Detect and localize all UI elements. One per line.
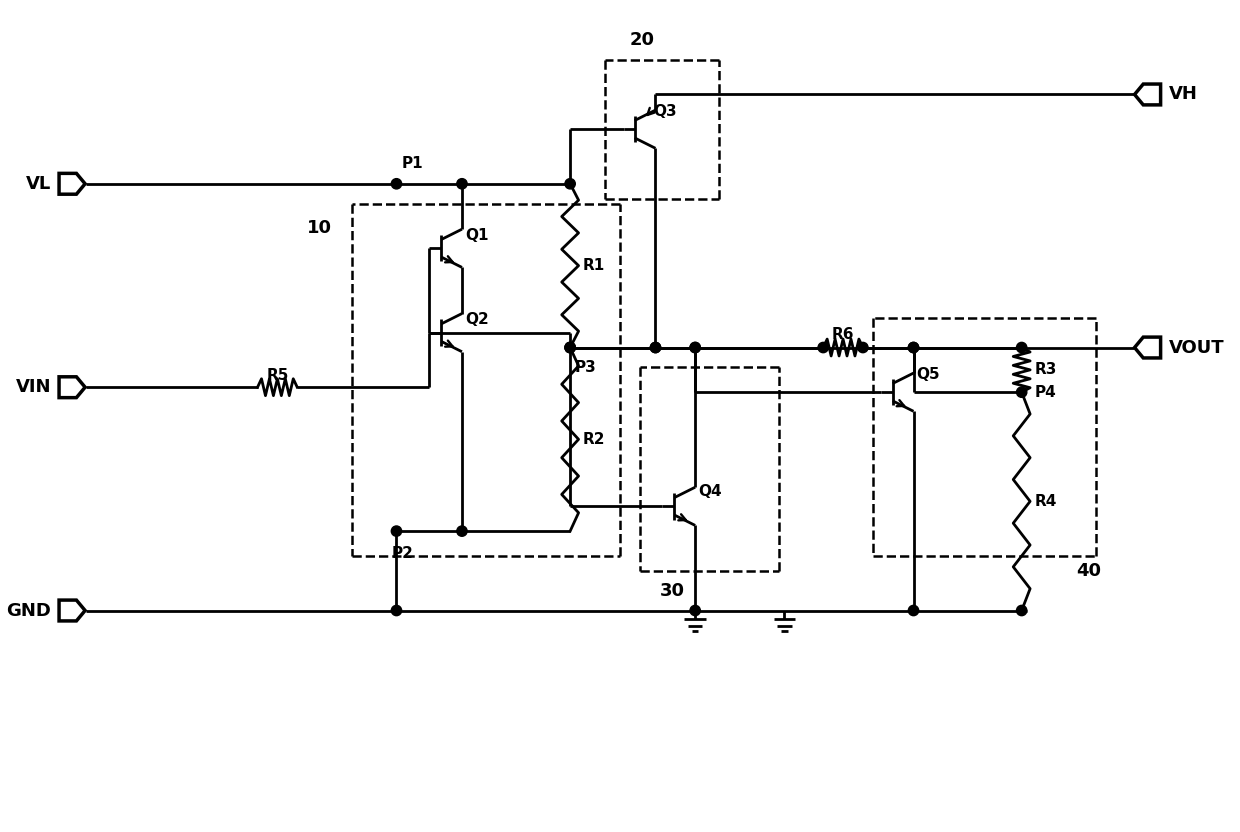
Circle shape <box>909 342 919 353</box>
Circle shape <box>392 179 402 189</box>
Text: R5: R5 <box>267 368 289 383</box>
Text: VH: VH <box>1168 86 1198 103</box>
Text: R1: R1 <box>583 258 605 273</box>
Text: 30: 30 <box>660 582 684 600</box>
Circle shape <box>650 342 661 353</box>
Text: Q3: Q3 <box>653 104 677 119</box>
Text: P4: P4 <box>1034 384 1056 399</box>
Text: P2: P2 <box>392 547 413 562</box>
Circle shape <box>565 342 575 353</box>
Circle shape <box>689 342 701 353</box>
Text: 20: 20 <box>630 31 655 49</box>
Circle shape <box>1017 606 1027 616</box>
Circle shape <box>909 606 919 616</box>
Circle shape <box>858 342 868 353</box>
Polygon shape <box>60 600 86 621</box>
Circle shape <box>392 526 402 537</box>
Circle shape <box>909 342 919 353</box>
Text: Q5: Q5 <box>916 367 940 382</box>
Text: R2: R2 <box>583 432 605 447</box>
Circle shape <box>1017 387 1027 398</box>
Polygon shape <box>60 377 86 398</box>
Text: P1: P1 <box>402 156 423 171</box>
Circle shape <box>565 342 575 353</box>
Text: 40: 40 <box>1076 562 1101 580</box>
Circle shape <box>565 179 575 189</box>
Circle shape <box>689 606 701 616</box>
Text: 10: 10 <box>308 220 332 237</box>
Circle shape <box>650 342 661 353</box>
Text: VL: VL <box>26 175 51 193</box>
Text: Q2: Q2 <box>465 312 489 327</box>
Text: Q4: Q4 <box>698 484 722 499</box>
Circle shape <box>456 179 467 189</box>
Polygon shape <box>1135 337 1161 358</box>
Text: Q1: Q1 <box>465 228 489 243</box>
Polygon shape <box>1135 84 1161 105</box>
Circle shape <box>818 342 828 353</box>
Circle shape <box>392 606 402 616</box>
Circle shape <box>565 342 575 353</box>
Circle shape <box>456 526 467 537</box>
Text: R6: R6 <box>832 327 854 342</box>
Circle shape <box>1017 342 1027 353</box>
Text: R3: R3 <box>1034 363 1056 378</box>
Text: R4: R4 <box>1034 494 1056 509</box>
Polygon shape <box>60 173 86 194</box>
Text: P3: P3 <box>575 360 596 375</box>
Text: VIN: VIN <box>16 379 51 396</box>
Text: VOUT: VOUT <box>1168 339 1224 357</box>
Circle shape <box>689 342 701 353</box>
Text: GND: GND <box>6 602 51 620</box>
